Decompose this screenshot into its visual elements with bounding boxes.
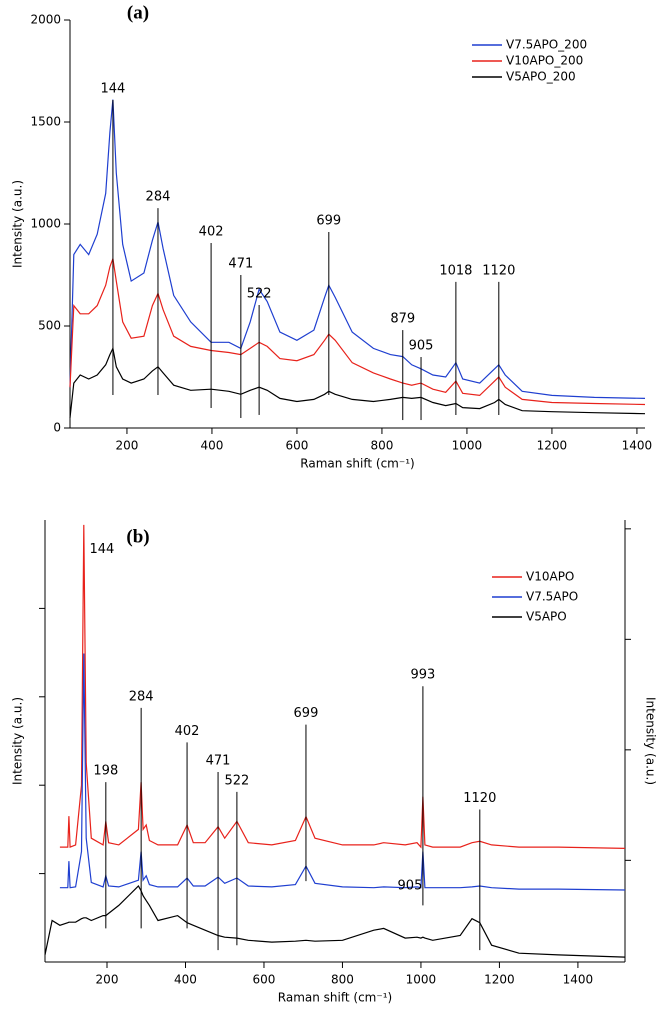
legend-label: V10APO_200 [506, 54, 583, 68]
legend-label: V5APO_200 [506, 70, 576, 84]
peak-label: 905 [409, 339, 434, 354]
y-tick-label: 0 [53, 421, 61, 435]
peak-label: 471 [228, 257, 253, 272]
y-tick-label: 500 [38, 319, 61, 333]
x-axis-label: Raman shift (cm⁻¹) [300, 457, 414, 471]
peak-label: 198 [93, 764, 118, 779]
x-tick-label: 800 [370, 439, 393, 453]
legend-label: V10APO [526, 570, 574, 584]
y-axis-label: Intensity (a.u.) [11, 180, 25, 268]
y-axis-label: Intensity (a.u.) [11, 697, 25, 785]
y-tick-label: 2000 [30, 13, 61, 27]
y2-axis-label: Intensity (a.u.) [644, 697, 658, 785]
peak-label: 284 [129, 689, 154, 704]
peak-label: 1018 [439, 263, 472, 278]
x-tick-label: 600 [285, 439, 308, 453]
spectrum-line [69, 346, 646, 418]
peak-label: 699 [316, 213, 341, 228]
peak-label: 993 [410, 668, 435, 683]
chart-title: (b) [126, 526, 149, 547]
y-tick-label: 1500 [30, 115, 61, 129]
peak-label: 905 [398, 878, 423, 893]
peak-label: 522 [224, 773, 249, 788]
x-tick-label: 1400 [622, 439, 653, 453]
peak-label: 1120 [463, 791, 496, 806]
x-tick-label: 600 [253, 973, 276, 987]
y-tick-label: 1000 [30, 217, 61, 231]
x-tick-label: 800 [331, 973, 354, 987]
x-tick-label: 200 [96, 973, 119, 987]
peak-label: 1120 [482, 263, 515, 278]
peak-label: 522 [247, 286, 272, 301]
x-tick-label: 1000 [452, 439, 483, 453]
peak-label: 471 [206, 753, 231, 768]
x-tick-label: 200 [115, 439, 138, 453]
peak-label: 402 [175, 724, 200, 739]
peak-label: 144 [89, 542, 114, 557]
peak-label: 402 [199, 224, 224, 239]
legend-label: V7.5APO_200 [506, 38, 587, 52]
legend-label: V5APO [526, 610, 567, 624]
x-tick-label: 1000 [406, 973, 437, 987]
peak-label: 144 [101, 81, 126, 96]
peak-label: 699 [294, 706, 319, 721]
spectrum-line [69, 258, 646, 406]
legend-label: V7.5APO [526, 590, 578, 604]
spectrum-line [44, 885, 626, 958]
x-tick-label: 400 [174, 973, 197, 987]
peak-label: 879 [390, 312, 415, 327]
x-axis-label: Raman shift (cm⁻¹) [278, 991, 392, 1005]
x-tick-label: 1200 [537, 439, 568, 453]
x-tick-label: 1200 [484, 973, 515, 987]
x-tick-label: 400 [200, 439, 223, 453]
peak-label: 284 [146, 190, 171, 205]
chart-title: (a) [127, 2, 149, 23]
spectrum-line [69, 99, 646, 399]
x-tick-label: 1400 [563, 973, 594, 987]
